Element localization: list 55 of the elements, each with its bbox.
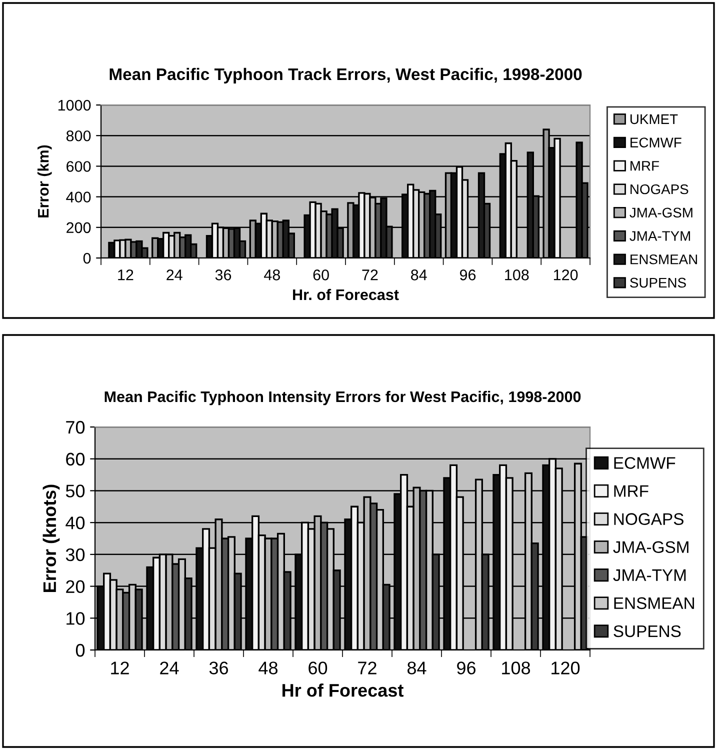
x-tick-label: 84 (411, 270, 427, 280)
y-tick-label: 50 (66, 484, 85, 498)
x-tick-label: 36 (209, 662, 228, 674)
legend-label: ENSMEAN (614, 597, 694, 610)
x-tick-label: 96 (460, 270, 476, 280)
y-tick-label: 40 (66, 516, 85, 530)
legend-label: ENSMEAN (630, 254, 697, 264)
y-tick-label: 20 (66, 580, 85, 594)
y-tick-label: 200 (66, 222, 91, 234)
y-tick-label: 30 (66, 548, 85, 562)
legend-label: SUPENS (614, 625, 681, 638)
x-tick-label: 36 (215, 270, 232, 280)
legend-label: NOGAPS (614, 513, 684, 525)
x-axis-title: Hr. of Forecast (293, 288, 399, 300)
x-tick-label: 12 (111, 662, 129, 674)
x-tick-label: 12 (118, 270, 134, 280)
x-tick-label: 120 (554, 270, 578, 280)
chart-title: Mean Pacific Typhoon Track Errors, West Pacific, 1998-2000 (110, 68, 582, 84)
y-tick-label: 70 (66, 420, 85, 434)
y-tick-label: 1000 (58, 100, 91, 111)
y-tick-label: 0 (83, 252, 91, 264)
legend-label: MRF (630, 161, 659, 171)
y-tick-label: 400 (66, 192, 91, 202)
legend-label: JMA-GSM (630, 208, 692, 218)
chart-title: Mean Pacific Typhoon Intensity Errors for West Pacific, 1998-2000 (104, 390, 581, 406)
legend-label: ECMWF (614, 457, 676, 469)
legend-label: MRF (614, 485, 648, 497)
legend-label: NOGAPS (630, 184, 688, 194)
x-tick-label: 120 (552, 662, 580, 674)
y-tick-label: 600 (66, 161, 91, 172)
legend-label: JMA-TYM (630, 231, 690, 241)
legend-label: SUPENS (630, 278, 686, 288)
x-tick-label: 108 (505, 270, 529, 280)
legend-label: UKMET (630, 114, 678, 124)
y-axis-title: Error (knots) (42, 484, 60, 592)
legend-label: JMA-TYM (613, 569, 686, 582)
y-tick-label: 10 (66, 612, 85, 625)
x-axis-title: Hr of Forecast (282, 684, 404, 697)
y-axis-title: Error (km) (37, 145, 52, 218)
x-tick-label: 72 (358, 662, 376, 674)
x-tick-label: 60 (308, 662, 328, 674)
x-tick-label: 84 (407, 662, 426, 674)
x-tick-label: 24 (160, 662, 179, 674)
x-tick-label: 24 (166, 270, 182, 280)
legend-label: ECMWF (630, 138, 682, 148)
x-tick-label: 72 (362, 270, 378, 280)
x-tick-label: 108 (502, 662, 530, 674)
x-tick-label: 48 (258, 662, 278, 674)
y-tick-label: 800 (66, 130, 91, 142)
x-tick-label: 48 (264, 270, 280, 280)
x-tick-label: 96 (457, 662, 476, 674)
x-tick-label: 60 (313, 270, 329, 280)
y-tick-label: 0 (76, 644, 85, 657)
legend-label: JMA-GSM (613, 541, 688, 554)
y-tick-label: 60 (66, 452, 85, 466)
